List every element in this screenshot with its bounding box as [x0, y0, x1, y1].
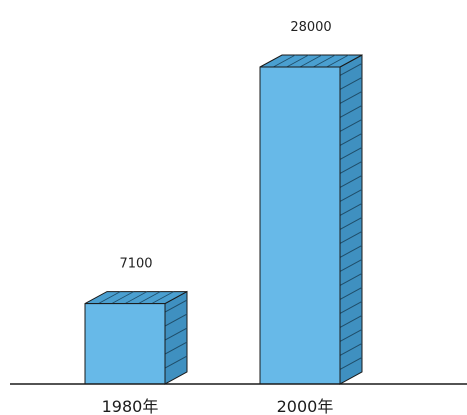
hatch-line [339, 90, 363, 104]
category-label-2000: 2000年 [277, 397, 334, 415]
bar-front-face [84, 303, 166, 385]
hatch-line [286, 54, 309, 68]
hatch-line [339, 76, 363, 90]
value-label-1980: 7100 [119, 257, 152, 272]
hatch-line [339, 146, 363, 160]
hatch-line [151, 291, 174, 304]
hatch-line [339, 216, 363, 230]
hatch-line [339, 174, 363, 188]
hatch-line [339, 314, 363, 328]
hatch-line [273, 54, 296, 68]
hatch-line [339, 258, 363, 272]
hatch-line [164, 299, 188, 313]
hatch-line [339, 132, 363, 146]
hatch-line [339, 342, 363, 356]
hatch-line [111, 291, 134, 304]
bar-2000 [259, 54, 363, 385]
hatch-line [339, 188, 363, 202]
hatch-line [339, 118, 363, 132]
bar-front-face [259, 66, 341, 385]
hatch-line [339, 202, 363, 216]
bar-top-hatch [273, 54, 349, 68]
hatch-line [164, 341, 188, 355]
category-labels: 1980年 2000年 [102, 397, 334, 415]
hatch-line [326, 54, 349, 68]
hatch-line [164, 355, 188, 369]
hatch-line [339, 230, 363, 244]
hatch-line [339, 62, 363, 76]
hatch-line [164, 327, 188, 341]
hatch-line [339, 328, 363, 342]
hatch-line [339, 286, 363, 300]
category-label-1980: 1980年 [102, 397, 159, 415]
bar-side-hatch [164, 299, 188, 369]
hatch-line [339, 104, 363, 118]
hatch-line [313, 54, 336, 68]
bar-top-hatch [98, 291, 174, 304]
hatch-line [339, 272, 363, 286]
bar-side-hatch [339, 62, 363, 370]
hatch-line [98, 291, 121, 304]
hatch-line [339, 356, 363, 370]
hatch-line [164, 313, 188, 327]
hatch-line [138, 291, 161, 304]
hatch-line [124, 291, 148, 304]
hatch-line [339, 300, 363, 314]
value-labels: 7100 28000 [119, 20, 331, 272]
hatch-line [339, 244, 363, 258]
value-label-2000: 28000 [290, 20, 331, 35]
hatch-line [339, 160, 363, 174]
bars-layer [84, 54, 363, 385]
hatch-line [299, 54, 323, 68]
bar-1980 [84, 290, 188, 385]
